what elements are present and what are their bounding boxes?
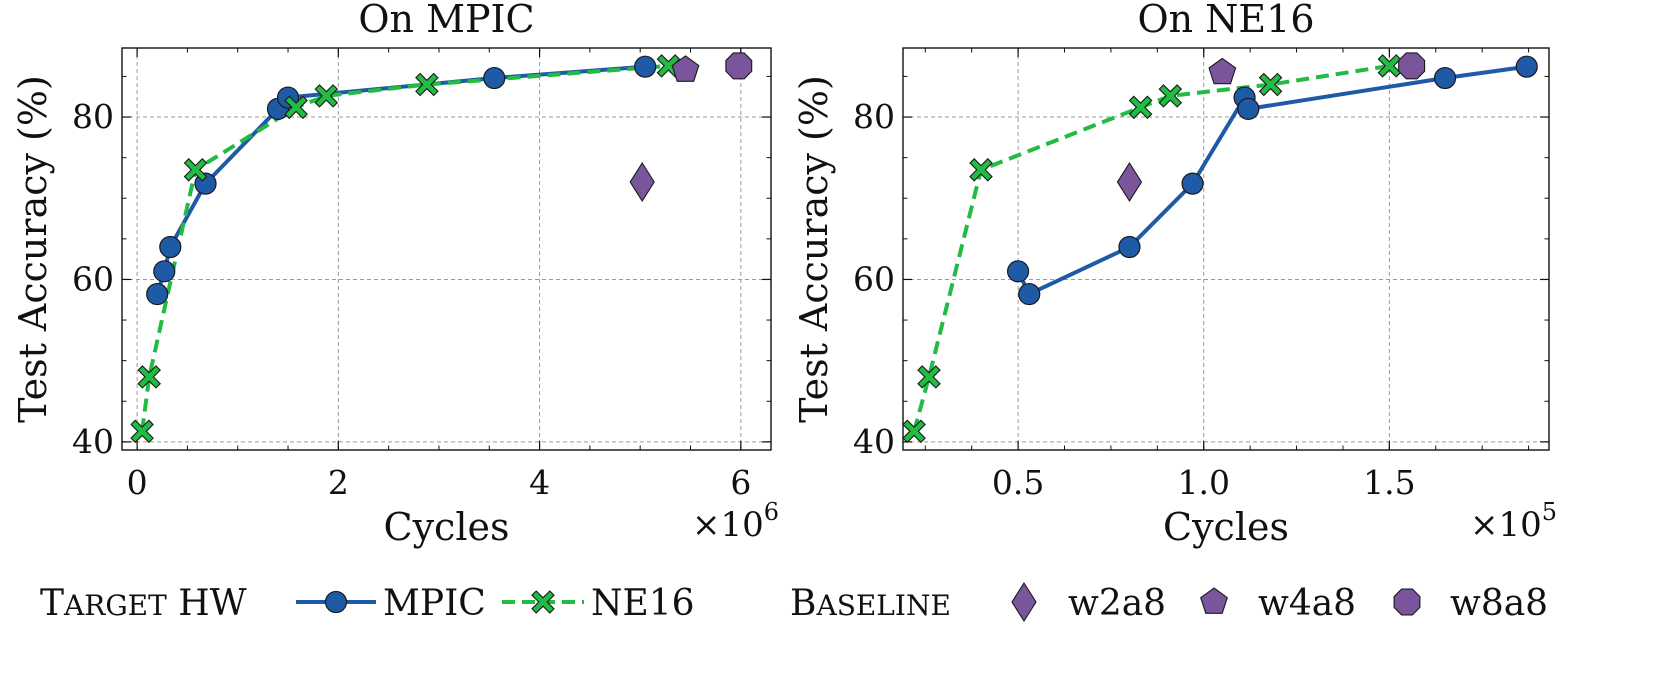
legend-baseline-title: BASELINE xyxy=(790,583,951,624)
chart-panel-1: 0 2 4 6 40 60 80 On MPIC Cycles ×106 Test Accuracy… xyxy=(11,0,779,549)
x-multiplier-exp: 6 xyxy=(764,498,779,526)
point-mpic xyxy=(1181,172,1204,195)
legend-w8a8-marker xyxy=(1393,588,1421,616)
point-ne16 xyxy=(902,419,926,444)
legend-baseline-title-initial: B xyxy=(790,583,816,624)
point-mpic xyxy=(1018,282,1041,306)
legend: TARGET HW MPIC NE16 BASELINE w2a8 w4a8 w8a8 xyxy=(40,581,1548,624)
baseline-w8a8 xyxy=(725,52,753,80)
baseline-w4a8 xyxy=(1208,57,1237,85)
point-mpic xyxy=(159,235,182,259)
y-tick-label: 80 xyxy=(72,97,114,136)
legend-baseline-title-rest: ASELINE xyxy=(815,589,950,622)
x-tick-label: 4 xyxy=(529,463,550,502)
point-mpic xyxy=(634,55,657,78)
point-ne16 xyxy=(917,365,941,389)
series-line-mpic xyxy=(155,64,646,295)
x-tick-label: 1.0 xyxy=(1177,463,1229,502)
series-line-ne16 xyxy=(140,63,669,432)
y-axis-label: Test Accuracy (%) xyxy=(792,75,836,423)
point-ne16 xyxy=(137,365,161,389)
legend-w2a8-marker xyxy=(1011,581,1037,623)
legend-w4a8-marker xyxy=(1200,587,1228,614)
point-mpic xyxy=(1433,66,1457,90)
y-tick-label: 40 xyxy=(853,422,895,461)
point-mpic xyxy=(483,66,506,90)
x-tick-label: 0.5 xyxy=(992,463,1044,502)
legend-ne16-marker xyxy=(531,590,555,614)
point-ne16 xyxy=(1128,95,1153,120)
y-tick-label: 40 xyxy=(72,422,114,461)
point-ne16 xyxy=(284,95,308,120)
ticks xyxy=(903,48,1549,450)
point-mpic xyxy=(146,282,169,306)
y-axis-label: Test Accuracy (%) xyxy=(11,75,55,423)
x-multiplier: ×105 xyxy=(1470,498,1557,545)
point-ne16 xyxy=(415,72,439,97)
x-tick-label: 1.5 xyxy=(1363,463,1415,502)
x-multiplier: ×106 xyxy=(692,498,779,545)
y-tick-label: 80 xyxy=(853,97,895,136)
legend-mpic-marker xyxy=(324,590,348,614)
x-multiplier-base: ×10 xyxy=(692,505,764,545)
legend-target-title-rest: ARGET xyxy=(63,589,167,622)
series-line-mpic xyxy=(1016,64,1527,297)
point-mpic xyxy=(153,260,176,283)
x-tick-label: 2 xyxy=(328,463,349,502)
y-tick-label: 60 xyxy=(853,259,895,298)
point-ne16 xyxy=(1158,84,1183,108)
ticks xyxy=(122,48,771,450)
point-ne16 xyxy=(969,158,993,182)
legend-target-title-initial: H xyxy=(167,583,210,624)
x-axis-label: Cycles xyxy=(384,505,510,549)
plot-frame xyxy=(902,47,1550,451)
x-tick-label: 0 xyxy=(127,463,148,502)
legend-target-title-rest: W xyxy=(210,583,247,624)
legend-target-title-initial: T xyxy=(40,583,64,624)
point-ne16 xyxy=(1258,72,1283,97)
legend-target-title: TARGET HW xyxy=(40,583,247,624)
legend-w4a8-label: w4a8 xyxy=(1258,583,1356,624)
legend-w2a8-label: w2a8 xyxy=(1068,583,1166,624)
plot-frame xyxy=(121,47,772,451)
baseline-w2a8 xyxy=(1116,161,1143,203)
legend-ne16-label: NE16 xyxy=(591,583,695,624)
series-line-ne16 xyxy=(912,63,1390,432)
grid xyxy=(122,48,771,450)
point-ne16 xyxy=(314,84,339,108)
chart-title: On NE16 xyxy=(1137,0,1314,41)
point-mpic xyxy=(1515,55,1538,78)
point-ne16 xyxy=(130,419,154,444)
chart-title: On MPIC xyxy=(358,0,534,41)
point-mpic xyxy=(1237,97,1260,121)
point-mpic xyxy=(1006,260,1030,283)
y-tick-label: 60 xyxy=(72,259,114,298)
chart-panel-2: 0.5 1.0 1.5 40 60 80 On NE16 Cycles ×105 Test Acc… xyxy=(792,0,1557,549)
baseline-w2a8 xyxy=(629,161,655,203)
baseline-w8a8 xyxy=(1398,52,1426,80)
grid xyxy=(903,48,1549,450)
legend-mpic-label: MPIC xyxy=(383,583,486,624)
baseline-w4a8 xyxy=(671,55,700,82)
legend-w8a8-label: w8a8 xyxy=(1450,583,1548,624)
point-mpic xyxy=(1118,235,1141,259)
x-multiplier-base: ×10 xyxy=(1470,505,1542,545)
x-multiplier-exp: 5 xyxy=(1542,498,1557,526)
x-tick-label: 6 xyxy=(730,463,751,502)
point-ne16 xyxy=(183,158,208,182)
x-axis-label: Cycles xyxy=(1163,505,1289,549)
